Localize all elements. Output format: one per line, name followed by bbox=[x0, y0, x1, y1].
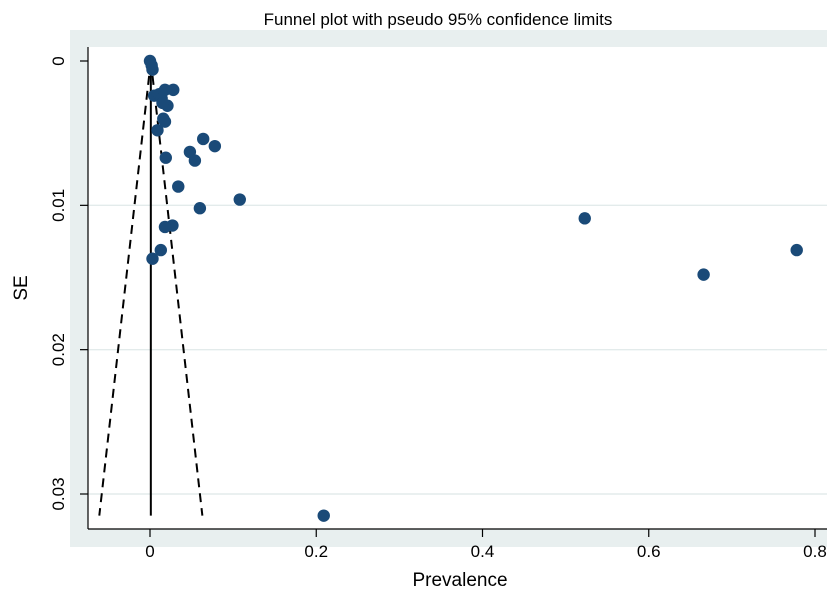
y-tick-label: 0.03 bbox=[49, 477, 68, 510]
y-tick-label: 0.01 bbox=[49, 189, 68, 222]
data-point bbox=[151, 124, 163, 136]
x-tick-label: 0.6 bbox=[637, 542, 661, 561]
data-point bbox=[159, 221, 171, 233]
data-point bbox=[146, 253, 158, 265]
data-point bbox=[172, 180, 184, 192]
data-point bbox=[194, 202, 206, 214]
x-tick-label: 0 bbox=[145, 542, 154, 561]
data-point bbox=[697, 268, 709, 280]
data-point bbox=[189, 154, 201, 166]
x-tick-label: 0.8 bbox=[803, 542, 827, 561]
data-point bbox=[146, 63, 158, 75]
y-axis-title: SE bbox=[11, 275, 32, 300]
data-point bbox=[209, 140, 221, 152]
data-point bbox=[318, 509, 330, 521]
data-point bbox=[197, 133, 209, 145]
plot-area bbox=[88, 47, 827, 529]
x-tick-label: 0.2 bbox=[304, 542, 328, 561]
chart-title: Funnel plot with pseudo 95% confidence l… bbox=[264, 10, 613, 29]
data-point bbox=[156, 97, 168, 109]
x-tick-label: 0.4 bbox=[471, 542, 495, 561]
y-tick-label: 0.02 bbox=[49, 333, 68, 366]
x-axis-title: Prevalence bbox=[412, 570, 507, 591]
data-point bbox=[234, 193, 246, 205]
data-point bbox=[579, 212, 591, 224]
data-point bbox=[791, 244, 803, 256]
y-tick-label: 0 bbox=[49, 56, 68, 65]
data-point bbox=[160, 152, 172, 164]
